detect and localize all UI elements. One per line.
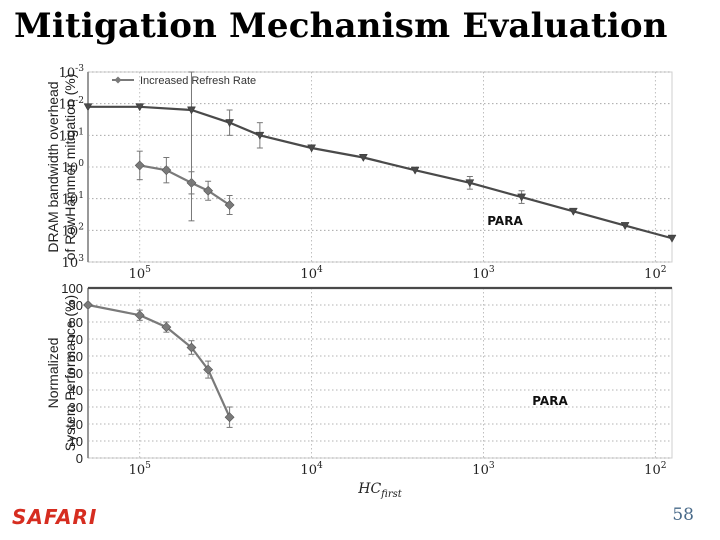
y-tick-label: 102 bbox=[62, 222, 84, 239]
x-tick-label: 103 bbox=[472, 461, 495, 478]
y-tick-label: 30 bbox=[69, 400, 83, 415]
y-tick-label: 0 bbox=[76, 451, 83, 466]
y-axis-title: of RowHammer mitigation (%) bbox=[62, 74, 78, 261]
data-point bbox=[134, 160, 145, 171]
y-tick-label: 90 bbox=[69, 298, 83, 313]
data-point bbox=[134, 310, 145, 321]
data-point bbox=[667, 234, 677, 243]
data-point bbox=[255, 131, 265, 140]
y-tick-label: 70 bbox=[69, 332, 83, 347]
data-point bbox=[568, 207, 578, 216]
data-point bbox=[358, 154, 368, 163]
data-point bbox=[83, 300, 93, 310]
page-number: 58 bbox=[672, 505, 694, 525]
y-tick-label: 10-1 bbox=[59, 127, 84, 144]
x-tick-label: 102 bbox=[644, 461, 666, 478]
data-point bbox=[224, 412, 235, 423]
legend-entry: Increased Refresh Rate bbox=[140, 75, 256, 87]
data-point bbox=[620, 222, 630, 231]
data-point bbox=[186, 342, 197, 353]
data-point bbox=[465, 179, 475, 188]
y-tick-label: 50 bbox=[69, 366, 83, 381]
series-line bbox=[87, 303, 231, 418]
safari-logo: SAFARI bbox=[12, 505, 98, 529]
x-axis-title: HCfirst bbox=[357, 481, 403, 500]
series-label-para: PARA bbox=[487, 214, 523, 228]
y-tick-label: 100 bbox=[61, 281, 83, 296]
x-tick-label: 102 bbox=[644, 265, 666, 282]
series-line bbox=[88, 105, 673, 240]
series-increased-refresh-rate bbox=[83, 300, 235, 428]
x-tick-label: 105 bbox=[129, 265, 152, 282]
x-tick-label: 103 bbox=[472, 265, 495, 282]
data-point bbox=[187, 106, 196, 115]
y-tick-label: 10-2 bbox=[59, 96, 84, 113]
series-label-para: PARA bbox=[532, 394, 568, 408]
y-tick-label: 40 bbox=[69, 383, 83, 398]
y-axis-title: System Performance (%) bbox=[62, 295, 78, 451]
data-point bbox=[225, 119, 235, 128]
y-tick-label: 20 bbox=[69, 417, 83, 432]
data-point bbox=[83, 103, 93, 112]
y-tick-label: 100 bbox=[62, 159, 85, 176]
slide-title: Mitigation Mechanism Evaluation bbox=[14, 6, 668, 46]
y-axis-title: DRAM bandwidth overhead bbox=[45, 81, 61, 252]
y-tick-label: 103 bbox=[62, 254, 85, 271]
legend-marker bbox=[114, 76, 122, 84]
series-para: PARA bbox=[83, 71, 677, 243]
y-axis-title: Normalized bbox=[45, 338, 61, 409]
y-tick-label: 10-3 bbox=[59, 64, 85, 81]
data-point bbox=[203, 364, 214, 375]
x-tick-label: 104 bbox=[300, 461, 323, 478]
chart-panel-2: 0 10 20 30 40 50 60 70 80 90 100 105 104 103 102 Normal… bbox=[45, 281, 673, 478]
x-tick-label: 105 bbox=[129, 461, 152, 478]
data-point bbox=[224, 200, 235, 210]
y-tick-label: 10 bbox=[69, 434, 83, 449]
data-point bbox=[307, 144, 317, 153]
y-tick-label: 60 bbox=[69, 349, 83, 364]
data-point bbox=[517, 193, 527, 202]
legend: Increased Refresh Rate bbox=[112, 75, 256, 87]
x-tick-label: 104 bbox=[300, 265, 323, 282]
data-point bbox=[161, 165, 172, 176]
series-increased-refresh-rate bbox=[134, 150, 235, 215]
data-point bbox=[161, 322, 172, 333]
y-tick-label: 101 bbox=[62, 191, 84, 208]
y-tick-label: 80 bbox=[69, 315, 83, 330]
series-para: PARA bbox=[88, 286, 672, 408]
data-point bbox=[410, 166, 420, 175]
data-point bbox=[203, 185, 214, 196]
data-point bbox=[135, 103, 145, 112]
